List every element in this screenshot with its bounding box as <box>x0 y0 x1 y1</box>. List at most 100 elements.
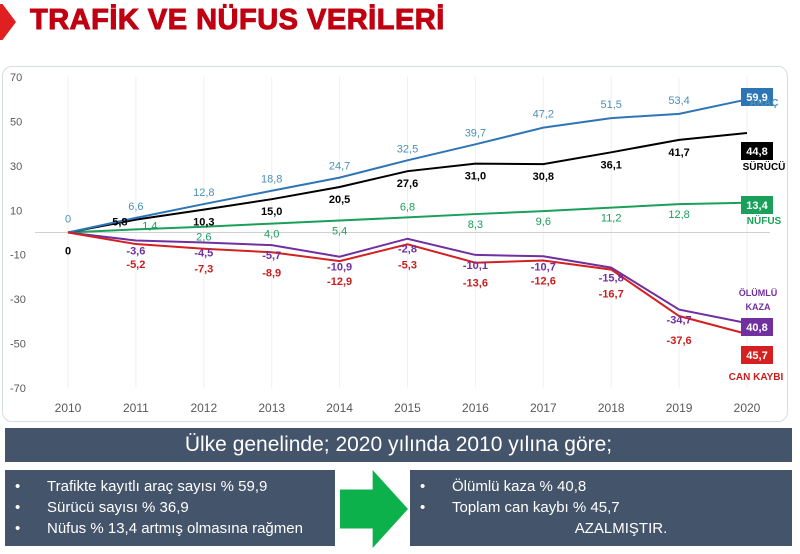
end-value-label: 40,8 <box>746 322 767 334</box>
data-label: 6,6 <box>128 201 143 213</box>
decrease-item: Toplam can kaybı % 45,7 <box>420 497 782 518</box>
data-label: 11,2 <box>601 213 622 225</box>
y-tick-label: 50 <box>10 116 22 128</box>
decrease-box: Ölümlü kaza % 40,8 Toplam can kaybı % 45… <box>410 470 792 546</box>
series-line-4 <box>67 231 748 335</box>
data-label: 4,0 <box>264 229 279 241</box>
data-label: -5,7 <box>262 250 281 262</box>
y-tick-label: -30 <box>10 294 26 306</box>
data-label: 18,8 <box>261 174 282 186</box>
data-label: -8,9 <box>262 267 281 279</box>
increase-box: Trafikte kayıtlı araç sayısı % 59,9 Sürü… <box>5 470 335 546</box>
series-line-0 <box>67 98 748 234</box>
x-tick-label: 2010 <box>55 401 82 415</box>
series-name-label: NÜFUS <box>747 214 782 227</box>
page-title: TRAFİK VE NÜFUS VERİLERİ <box>30 4 445 37</box>
line-chart: 2010 2011 2012 2013 2014 2015 2016 2017 2018 2019… <box>10 72 786 415</box>
series-name-label: CAN KAYBI <box>729 372 784 383</box>
x-tick-label: 2012 <box>190 401 217 415</box>
end-value-label: 45,7 <box>746 350 767 362</box>
summary-banner: Ülke genelinde; 2020 yılında 2010 yılına… <box>5 428 792 462</box>
data-label: 32,5 <box>397 143 418 155</box>
data-label: -15,8 <box>599 273 624 285</box>
x-tick-label: 2011 <box>123 401 149 415</box>
data-label: 5,4 <box>332 226 347 238</box>
data-label: 39,7 <box>465 127 486 139</box>
data-label: 9,6 <box>536 216 551 228</box>
data-label: 30,8 <box>533 171 554 183</box>
end-value-label: 59,9 <box>746 92 767 104</box>
end-value-box <box>741 196 773 214</box>
y-tick-label: 70 <box>10 72 22 84</box>
y-tick-label: -50 <box>10 339 26 351</box>
series-name-label: ARAÇ <box>750 98 779 109</box>
end-value-box <box>741 142 773 160</box>
data-label: -2,8 <box>398 244 417 256</box>
data-label: 27,6 <box>397 178 418 190</box>
increase-item: Trafikte kayıtlı araç sayısı % 59,9 <box>15 476 325 497</box>
data-label: 53,4 <box>668 95 689 107</box>
data-label: 31,0 <box>465 171 486 183</box>
increase-item: Sürücü sayısı % 36,9 <box>15 497 325 518</box>
x-tick-label: 2020 <box>734 401 761 415</box>
decrease-conclusion: AZALMIŞTIR. <box>574 520 668 537</box>
x-tick-label: 2018 <box>598 401 625 415</box>
data-label: -10,7 <box>531 261 556 273</box>
data-label: 24,7 <box>329 161 350 173</box>
end-value-box <box>741 346 773 364</box>
y-tick-label: 10 <box>10 205 22 217</box>
data-label: 20,5 <box>329 194 350 206</box>
series-name-label: SÜRÜCÜ <box>743 160 786 173</box>
data-label: 2,6 <box>196 232 211 244</box>
data-label: 10,3 <box>193 217 214 229</box>
chart-frame <box>2 66 788 422</box>
data-label: 51,5 <box>600 99 621 111</box>
data-label: 1,4 <box>142 220 157 232</box>
data-label: -5,3 <box>398 259 417 271</box>
data-label: -12,9 <box>327 276 352 288</box>
increase-item: Nüfus % 13,4 artmış olmasına rağmen <box>15 518 325 539</box>
x-tick-label: 2014 <box>326 401 353 415</box>
x-tick-label: 2017 <box>530 401 557 415</box>
y-tick-label: -10 <box>10 250 26 262</box>
data-label: 41,7 <box>668 147 689 159</box>
x-tick-label: 2016 <box>462 401 489 415</box>
y-tick-label: -70 <box>10 383 26 395</box>
x-tick-label: 2013 <box>258 401 285 415</box>
end-value-box <box>741 88 773 106</box>
data-label: -3,6 <box>126 245 145 257</box>
x-tick-label: 2015 <box>394 401 421 415</box>
data-label: 12,8 <box>668 209 689 221</box>
data-label: -34,7 <box>667 315 692 327</box>
y-tick-label: 30 <box>10 161 22 173</box>
decrease-item: Ölümlü kaza % 40,8 <box>420 476 782 497</box>
data-label: -7,3 <box>194 264 213 276</box>
data-label: 8,3 <box>468 219 483 231</box>
data-label: -10,1 <box>463 260 488 272</box>
data-label: 0 <box>65 214 71 226</box>
data-label: 5,8 <box>112 217 127 229</box>
end-value-box <box>741 318 773 336</box>
data-label: 47,2 <box>533 109 554 121</box>
end-value-label: 44,8 <box>746 146 767 158</box>
data-label: -4,5 <box>194 247 213 259</box>
data-label: -16,7 <box>599 289 624 301</box>
end-value-label: 13,4 <box>746 200 768 212</box>
data-label: 12,8 <box>193 187 214 199</box>
data-label: -12,6 <box>531 275 556 287</box>
series-name-label: ÖLÜMLÜ <box>739 288 778 298</box>
data-label: -5,2 <box>126 259 145 271</box>
data-label: 15,0 <box>261 206 282 218</box>
data-label: 0 <box>65 246 71 258</box>
series-name-label: KAZA <box>746 302 771 312</box>
x-tick-label: 2019 <box>666 401 693 415</box>
series-line-2 <box>67 201 748 234</box>
data-label: -13,6 <box>463 278 488 290</box>
data-label: 36,1 <box>600 159 621 171</box>
series-line-1 <box>67 131 748 234</box>
data-label: 6,8 <box>400 201 415 213</box>
data-label: -10,9 <box>327 262 352 274</box>
data-label: -37,6 <box>667 335 692 347</box>
series-line-3 <box>67 231 748 325</box>
arrow-right-icon <box>340 470 408 548</box>
